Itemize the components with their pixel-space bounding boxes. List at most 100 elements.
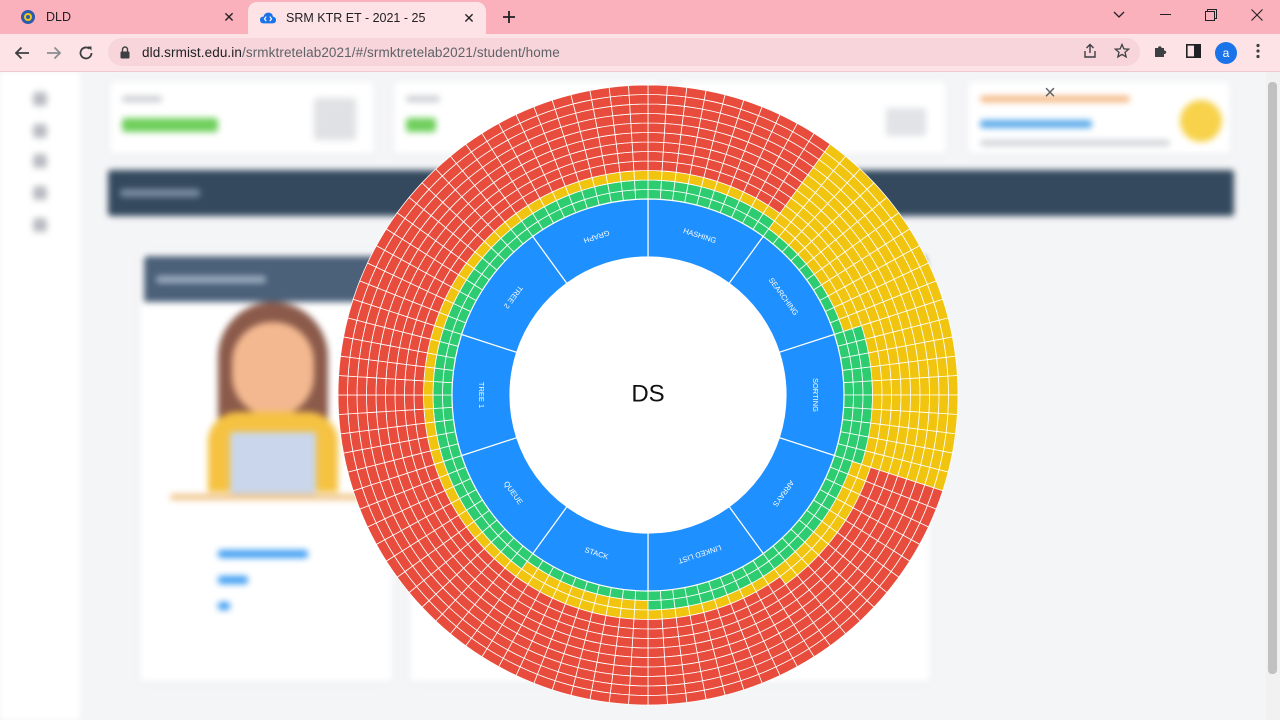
test-cell[interactable] xyxy=(647,609,663,620)
test-cell[interactable] xyxy=(634,590,649,601)
address-bar[interactable]: dld.srmist.edu.in/srmktretelab2021/#/srm… xyxy=(108,38,1140,66)
test-cell[interactable] xyxy=(647,618,664,630)
test-cell[interactable] xyxy=(338,355,351,377)
tab-search-chevron-icon[interactable] xyxy=(1096,0,1142,30)
extensions-icon[interactable] xyxy=(1148,37,1174,65)
test-cell[interactable] xyxy=(385,394,396,412)
test-cell[interactable] xyxy=(442,394,453,409)
minimize-button[interactable] xyxy=(1142,0,1188,30)
test-cell[interactable] xyxy=(661,161,678,173)
test-cell[interactable] xyxy=(432,407,445,423)
test-cell[interactable] xyxy=(843,381,854,396)
test-cell[interactable] xyxy=(414,365,426,382)
test-cell[interactable] xyxy=(647,84,668,96)
test-cell[interactable] xyxy=(629,666,649,677)
side-panel-icon[interactable] xyxy=(1180,37,1206,65)
test-cell[interactable] xyxy=(620,179,636,192)
test-cell[interactable] xyxy=(629,113,649,124)
test-cell[interactable] xyxy=(432,367,445,383)
test-cell[interactable] xyxy=(647,179,662,191)
test-cell[interactable] xyxy=(615,636,634,648)
test-cell[interactable] xyxy=(632,160,649,172)
test-cell[interactable] xyxy=(404,364,417,381)
test-cell[interactable] xyxy=(852,394,864,409)
test-cell[interactable] xyxy=(395,409,407,428)
test-cell[interactable] xyxy=(889,362,901,381)
test-cell[interactable] xyxy=(394,378,406,396)
test-cell[interactable] xyxy=(660,179,676,192)
test-cell[interactable] xyxy=(614,645,633,658)
test-cell[interactable] xyxy=(919,376,930,396)
test-cell[interactable] xyxy=(660,598,676,611)
lock-icon[interactable] xyxy=(120,45,136,59)
test-cell[interactable] xyxy=(632,151,649,162)
test-cell[interactable] xyxy=(647,628,664,639)
star-icon[interactable] xyxy=(1109,37,1135,65)
test-cell[interactable] xyxy=(662,142,681,154)
test-cell[interactable] xyxy=(938,375,949,396)
test-cell[interactable] xyxy=(366,394,377,414)
test-cell[interactable] xyxy=(663,132,682,145)
test-cell[interactable] xyxy=(860,366,873,382)
test-cell[interactable] xyxy=(423,408,436,424)
test-cell[interactable] xyxy=(347,375,358,396)
test-cell[interactable] xyxy=(890,394,902,412)
test-cell[interactable] xyxy=(394,394,406,412)
test-cell[interactable] xyxy=(634,189,649,200)
test-cell[interactable] xyxy=(898,410,911,429)
test-cell[interactable] xyxy=(890,378,902,396)
test-cell[interactable] xyxy=(634,179,649,191)
test-cell[interactable] xyxy=(618,617,635,629)
test-cell[interactable] xyxy=(620,598,636,611)
test-cell[interactable] xyxy=(647,656,666,668)
test-cell[interactable] xyxy=(947,375,959,396)
test-cell[interactable] xyxy=(647,675,667,687)
share-icon[interactable] xyxy=(1077,37,1103,65)
test-cell[interactable] xyxy=(630,656,649,668)
test-cell[interactable] xyxy=(631,132,649,143)
test-cell[interactable] xyxy=(608,85,630,98)
test-cell[interactable] xyxy=(423,394,434,410)
close-modal-icon[interactable]: × xyxy=(1044,81,1056,104)
test-cell[interactable] xyxy=(647,160,664,172)
test-cell[interactable] xyxy=(871,379,883,396)
test-cell[interactable] xyxy=(404,379,415,396)
test-cell[interactable] xyxy=(633,609,649,620)
test-cell[interactable] xyxy=(661,617,678,629)
test-cell[interactable] xyxy=(647,113,667,124)
test-cell[interactable] xyxy=(881,394,892,411)
reload-icon[interactable] xyxy=(72,39,100,67)
test-cell[interactable] xyxy=(666,692,688,705)
test-cell[interactable] xyxy=(356,394,368,414)
test-cell[interactable] xyxy=(423,380,434,396)
test-cell[interactable] xyxy=(860,408,873,424)
test-cell[interactable] xyxy=(900,378,911,396)
test-cell[interactable] xyxy=(633,170,649,181)
test-cell[interactable] xyxy=(647,590,662,601)
test-cell[interactable] xyxy=(628,685,649,696)
test-cell[interactable] xyxy=(385,361,398,380)
restore-button[interactable] xyxy=(1188,0,1234,30)
test-cell[interactable] xyxy=(647,103,667,115)
test-cell[interactable] xyxy=(404,409,417,426)
test-cell[interactable] xyxy=(337,375,349,396)
test-cell[interactable] xyxy=(615,142,634,154)
test-cell[interactable] xyxy=(881,379,892,396)
forward-arrow-icon[interactable] xyxy=(40,39,68,67)
test-cell[interactable] xyxy=(366,376,377,396)
test-cell[interactable] xyxy=(662,151,679,164)
test-cell[interactable] xyxy=(889,409,901,428)
test-cell[interactable] xyxy=(375,377,387,396)
page-scrollbar-thumb[interactable] xyxy=(1268,82,1277,674)
test-cell[interactable] xyxy=(414,408,426,425)
test-cell[interactable] xyxy=(375,394,387,413)
new-tab-button[interactable] xyxy=(496,5,522,29)
test-cell[interactable] xyxy=(871,394,883,411)
test-cell[interactable] xyxy=(608,692,630,705)
tab-close-icon[interactable]: ✕ xyxy=(223,8,235,25)
test-cell[interactable] xyxy=(862,380,873,396)
test-cell[interactable] xyxy=(631,647,649,658)
test-cell[interactable] xyxy=(879,364,892,381)
test-cell[interactable] xyxy=(632,628,649,639)
test-cell[interactable] xyxy=(647,666,667,677)
